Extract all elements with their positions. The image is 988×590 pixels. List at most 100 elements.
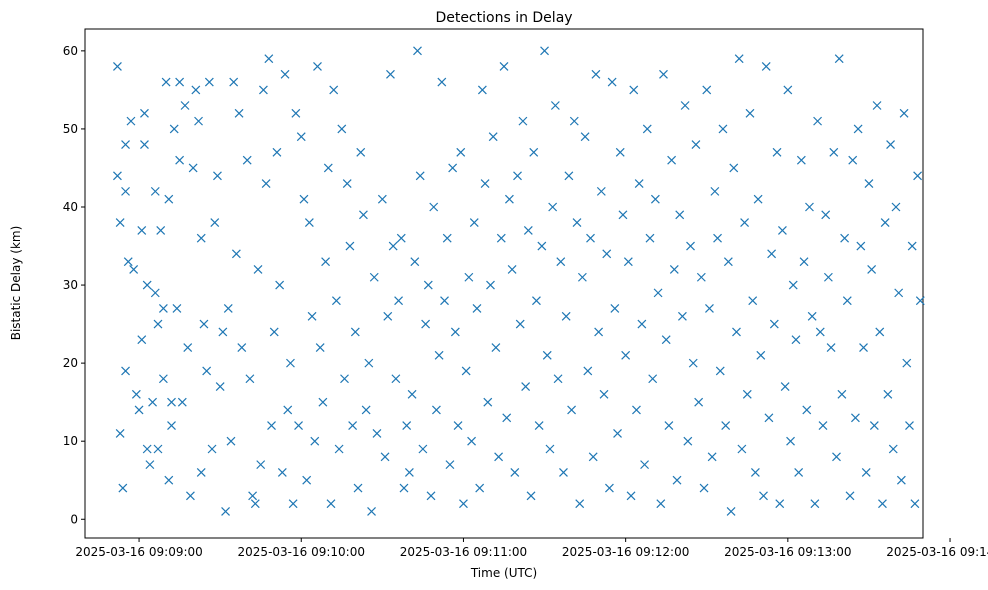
data-point — [445, 460, 455, 470]
data-point — [477, 85, 487, 95]
data-point — [826, 343, 836, 352]
data-point — [764, 413, 774, 423]
data-point — [396, 233, 406, 243]
data-point — [342, 179, 352, 188]
data-point — [894, 288, 904, 298]
data-point — [591, 69, 601, 79]
data-point — [780, 382, 790, 391]
data-point — [302, 475, 312, 485]
data-point — [307, 311, 317, 321]
data-point — [464, 272, 474, 282]
data-point — [229, 77, 239, 87]
y-ticks: 0 10 20 30 40 50 60 — [63, 44, 85, 526]
data-point — [583, 366, 593, 376]
data-point — [788, 280, 798, 290]
data-point — [805, 202, 814, 212]
data-point — [258, 85, 268, 95]
data-point — [331, 296, 341, 306]
data-point — [329, 85, 339, 95]
data-point — [321, 257, 331, 267]
data-point — [891, 202, 901, 212]
data-point — [675, 210, 685, 220]
data-point — [607, 77, 617, 87]
data-point — [113, 62, 122, 71]
data-point — [191, 85, 201, 95]
data-point — [737, 444, 747, 454]
data-point — [629, 85, 639, 95]
data-point — [769, 319, 779, 329]
data-point — [853, 124, 863, 134]
data-point — [510, 467, 520, 477]
data-point — [158, 304, 168, 313]
data-point — [494, 452, 504, 462]
data-point — [880, 218, 890, 228]
data-point — [431, 405, 441, 415]
data-point — [864, 179, 874, 188]
data-point — [215, 382, 225, 391]
data-point — [767, 249, 777, 259]
data-point — [399, 483, 409, 493]
data-point — [340, 374, 349, 384]
data-point — [267, 421, 276, 431]
data-point — [434, 350, 444, 360]
data-point — [502, 413, 512, 423]
data-point — [150, 186, 160, 196]
data-point — [534, 421, 544, 431]
data-point — [883, 389, 893, 399]
data-point — [567, 405, 577, 415]
data-point — [348, 421, 358, 431]
data-point — [761, 62, 771, 71]
data-point — [210, 218, 220, 228]
data-point — [845, 491, 855, 501]
data-point — [778, 225, 787, 235]
data-point — [786, 436, 795, 446]
data-point — [632, 405, 641, 415]
data-point — [613, 428, 622, 438]
data-point — [199, 319, 209, 329]
data-point — [837, 389, 847, 399]
data-point — [153, 319, 163, 329]
data-point — [359, 210, 368, 220]
data-point — [799, 257, 809, 267]
x-tick-label: 2025-03-16 09:09:00 — [75, 545, 202, 559]
data-point — [556, 257, 566, 267]
data-point — [840, 233, 850, 243]
data-point — [756, 350, 766, 360]
data-point — [415, 171, 425, 181]
data-point — [140, 140, 149, 149]
data-point — [202, 366, 212, 376]
data-point — [715, 366, 725, 376]
data-point — [875, 327, 885, 337]
data-point — [548, 202, 558, 212]
data-point — [118, 483, 128, 493]
data-point — [626, 491, 636, 501]
data-point — [834, 54, 844, 64]
data-point — [529, 147, 539, 157]
data-point — [759, 491, 768, 501]
data-point — [459, 499, 468, 509]
data-point — [480, 179, 490, 188]
data-point — [734, 54, 744, 64]
data-point — [750, 467, 760, 477]
data-point — [204, 77, 214, 87]
data-point — [264, 54, 274, 64]
data-point — [115, 428, 125, 438]
data-point — [388, 241, 398, 251]
data-point — [207, 444, 217, 454]
data-point — [599, 389, 609, 399]
data-point — [391, 374, 401, 384]
data-point — [256, 460, 266, 470]
data-point — [469, 218, 479, 228]
data-point — [440, 296, 449, 306]
data-point — [153, 444, 163, 454]
data-point — [472, 304, 482, 313]
data-point — [356, 147, 366, 157]
data-point — [148, 397, 158, 407]
data-point — [842, 296, 852, 306]
data-point — [407, 389, 417, 399]
x-axis-label: Time (UTC) — [470, 566, 537, 580]
data-point — [513, 171, 522, 181]
data-point — [886, 140, 895, 149]
data-point — [694, 397, 704, 407]
data-point — [507, 265, 517, 274]
